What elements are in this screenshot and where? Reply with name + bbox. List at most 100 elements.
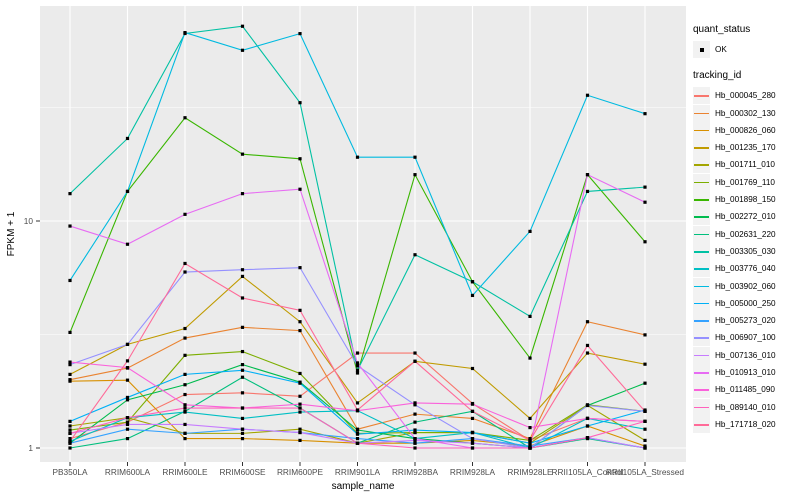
data-point-Hb_001235_170[interactable] — [240, 274, 245, 279]
data-point-Hb_089140_010[interactable] — [240, 406, 245, 410]
data-point-Hb_003902_060[interactable] — [413, 155, 417, 159]
data-point-Hb_001711_010[interactable] — [240, 431, 245, 435]
data-point-Hb_010913_010[interactable] — [585, 173, 590, 177]
data-point-Hb_001769_110[interactable] — [68, 428, 72, 432]
data-point-Hb_002272_010[interactable] — [643, 381, 647, 385]
data-point-Hb_000826_060[interactable] — [298, 438, 302, 443]
data-point-Hb_000045_280[interactable] — [413, 351, 417, 355]
data-point-Hb_002631_220[interactable] — [413, 420, 417, 424]
data-point-Hb_007136_010[interactable] — [470, 441, 475, 445]
data-point-Hb_002272_010[interactable] — [240, 363, 245, 367]
data-point-Hb_005000_250[interactable] — [355, 432, 360, 436]
data-point-Hb_003305_030[interactable] — [68, 192, 72, 196]
data-point-Hb_006907_100[interactable] — [355, 364, 360, 368]
data-point-Hb_007136_010[interactable] — [643, 446, 647, 450]
data-point-Hb_006907_100[interactable] — [413, 403, 417, 407]
data-point-Hb_171718_020[interactable] — [470, 409, 475, 413]
data-point-Hb_005000_250[interactable] — [183, 372, 187, 376]
data-point-Hb_002272_010[interactable] — [125, 398, 130, 402]
legend-item-Hb_089140_010[interactable]: Hb_089140_010 — [693, 398, 799, 416]
data-point-Hb_002272_010[interactable] — [183, 383, 187, 387]
data-point-Hb_003776_040[interactable] — [183, 410, 187, 414]
data-point-Hb_001898_150[interactable] — [643, 240, 647, 244]
data-point-Hb_001769_110[interactable] — [298, 371, 302, 376]
data-point-Hb_171718_020[interactable] — [68, 439, 72, 443]
data-point-Hb_001898_150[interactable] — [183, 116, 187, 120]
data-point-Hb_005000_250[interactable] — [240, 368, 245, 372]
data-point-Hb_001769_110[interactable] — [413, 430, 417, 435]
data-point-Hb_003305_030[interactable] — [470, 280, 475, 284]
data-point-Hb_171718_020[interactable] — [413, 359, 417, 363]
data-point-Hb_003902_060[interactable] — [240, 48, 245, 52]
legend-item-quant-ok[interactable]: OK — [693, 41, 799, 58]
data-point-Hb_007136_010[interactable] — [183, 422, 187, 427]
data-point-Hb_001711_010[interactable] — [68, 424, 72, 428]
data-point-Hb_003776_040[interactable] — [643, 427, 647, 431]
data-point-Hb_007136_010[interactable] — [413, 438, 417, 443]
data-point-Hb_003305_030[interactable] — [298, 101, 302, 105]
data-point-Hb_089140_010[interactable] — [413, 446, 417, 450]
data-point-Hb_089140_010[interactable] — [355, 441, 360, 445]
data-point-Hb_002631_220[interactable] — [125, 437, 130, 441]
data-point-Hb_011485_090[interactable] — [125, 366, 130, 370]
data-point-Hb_003305_030[interactable] — [643, 185, 647, 189]
data-point-Hb_002631_220[interactable] — [240, 375, 245, 379]
data-point-Hb_001711_010[interactable] — [298, 427, 302, 431]
data-point-Hb_006907_100[interactable] — [68, 363, 72, 367]
data-point-Hb_171718_020[interactable] — [585, 343, 590, 348]
data-point-Hb_010913_010[interactable] — [183, 212, 187, 216]
legend-item-Hb_001711_010[interactable]: Hb_001711_010 — [693, 156, 799, 174]
data-point-Hb_171718_020[interactable] — [125, 359, 130, 363]
legend-item-Hb_003902_060[interactable]: Hb_003902_060 — [693, 277, 799, 295]
legend-item-Hb_001235_170[interactable]: Hb_001235_170 — [693, 139, 799, 157]
legend-item-Hb_011485_090[interactable]: Hb_011485_090 — [693, 381, 799, 399]
data-point-Hb_005000_250[interactable] — [413, 428, 417, 432]
legend-item-Hb_002272_010[interactable]: Hb_002272_010 — [693, 208, 799, 226]
data-point-Hb_003902_060[interactable] — [470, 293, 475, 298]
data-point-Hb_001235_170[interactable] — [470, 366, 475, 371]
data-point-Hb_003305_030[interactable] — [125, 136, 130, 141]
data-point-Hb_005273_020[interactable] — [528, 444, 532, 448]
data-point-Hb_011485_090[interactable] — [68, 360, 72, 364]
data-point-Hb_010913_010[interactable] — [240, 192, 245, 196]
data-point-Hb_089140_010[interactable] — [470, 446, 475, 450]
data-point-Hb_003902_060[interactable] — [68, 278, 72, 283]
data-point-Hb_000826_060[interactable] — [68, 379, 72, 383]
data-point-Hb_005273_020[interactable] — [183, 431, 187, 435]
data-point-Hb_011485_090[interactable] — [298, 402, 302, 406]
data-point-Hb_005000_250[interactable] — [125, 395, 130, 400]
data-point-Hb_000826_060[interactable] — [470, 438, 475, 443]
data-point-Hb_003902_060[interactable] — [298, 32, 302, 36]
data-point-Hb_000826_060[interactable] — [240, 437, 245, 441]
legend-item-Hb_171718_020[interactable]: Hb_171718_020 — [693, 415, 799, 433]
legend-item-Hb_000045_280[interactable]: Hb_000045_280 — [693, 87, 799, 105]
legend-item-Hb_005273_020[interactable]: Hb_005273_020 — [693, 312, 799, 330]
data-point-Hb_005000_250[interactable] — [585, 424, 590, 428]
legend-item-Hb_007136_010[interactable]: Hb_007136_010 — [693, 346, 799, 364]
legend-item-Hb_010913_010[interactable]: Hb_010913_010 — [693, 364, 799, 382]
data-point-Hb_001769_110[interactable] — [125, 420, 130, 424]
data-point-Hb_005273_020[interactable] — [125, 427, 130, 431]
data-point-Hb_003305_030[interactable] — [355, 368, 360, 372]
data-point-Hb_001235_170[interactable] — [585, 351, 590, 355]
data-point-Hb_000826_060[interactable] — [643, 444, 647, 448]
data-point-Hb_003305_030[interactable] — [413, 253, 417, 257]
data-point-Hb_003305_030[interactable] — [240, 24, 245, 28]
data-point-Hb_010913_010[interactable] — [68, 224, 72, 228]
data-point-Hb_000302_130[interactable] — [643, 333, 647, 337]
data-point-Hb_006907_100[interactable] — [183, 270, 187, 274]
data-point-Hb_000045_280[interactable] — [240, 391, 245, 395]
data-point-Hb_000045_280[interactable] — [68, 437, 72, 441]
data-point-Hb_171718_020[interactable] — [643, 409, 647, 413]
data-point-Hb_010913_010[interactable] — [413, 437, 417, 441]
data-point-Hb_006907_100[interactable] — [298, 266, 302, 270]
data-point-Hb_005273_020[interactable] — [68, 441, 72, 445]
data-point-Hb_000302_130[interactable] — [240, 325, 245, 329]
data-point-Hb_000302_130[interactable] — [298, 328, 302, 333]
data-point-Hb_171718_020[interactable] — [355, 408, 360, 412]
data-point-Hb_006907_100[interactable] — [240, 268, 245, 272]
data-point-Hb_003902_060[interactable] — [585, 93, 590, 97]
data-point-Hb_000826_060[interactable] — [183, 437, 187, 441]
data-point-Hb_089140_010[interactable] — [585, 436, 590, 440]
data-point-Hb_006907_100[interactable] — [585, 403, 590, 408]
